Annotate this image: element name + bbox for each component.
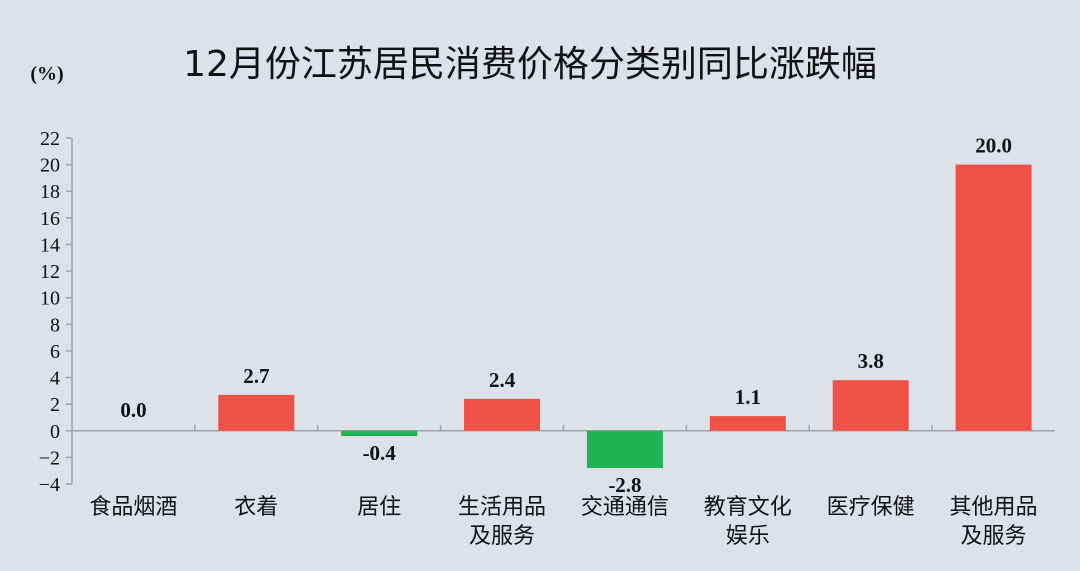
category-label: 交通通信: [581, 495, 669, 520]
bar: [341, 430, 418, 437]
category-label: 生活用品: [458, 495, 546, 520]
data-label: -2.8: [608, 473, 641, 497]
bar: [832, 380, 909, 431]
data-label: 0.0: [120, 398, 146, 422]
y-tick-label: 20: [40, 155, 60, 177]
y-tick-label: 6: [50, 341, 60, 363]
bar: [218, 394, 295, 431]
y-tick-label: 22: [40, 128, 60, 150]
data-label: 3.8: [858, 349, 884, 373]
bar: [464, 398, 541, 431]
bar: [709, 416, 786, 431]
category-label: 其他用品: [950, 495, 1038, 520]
data-label: 2.7: [243, 364, 269, 388]
category-label: 及服务: [469, 524, 535, 549]
y-tick-label: −2: [39, 447, 60, 469]
data-label: 2.4: [489, 368, 516, 392]
y-tick-label: 10: [40, 288, 60, 310]
y-tick-label: 2: [50, 394, 60, 416]
data-label: 20.0: [975, 134, 1012, 158]
bar: [955, 164, 1032, 431]
category-label: 食品烟酒: [89, 495, 177, 520]
y-tick-label: 16: [40, 208, 60, 230]
data-label: -0.4: [363, 441, 397, 465]
y-tick-label: 8: [50, 314, 60, 336]
category-label: 娱乐: [726, 524, 770, 549]
chart-title: 12月份江苏居民消费价格分类别同比涨跌幅: [183, 44, 877, 85]
y-tick-label: 4: [50, 368, 60, 390]
category-label: 教育文化: [704, 495, 792, 520]
data-labels: 0.0 2.7 -0.4 2.4 -2.8 1.1 3.8 20.0: [120, 134, 1012, 497]
category-label: 衣着: [234, 495, 278, 520]
y-axis-unit-label: (%): [30, 63, 63, 85]
category-label: 及服务: [961, 524, 1027, 549]
y-tick-label: 12: [40, 261, 60, 283]
bar: [586, 430, 663, 469]
y-tick-label: 18: [40, 181, 60, 203]
category-label: 医疗保健: [827, 495, 915, 520]
data-label: 1.1: [735, 385, 761, 409]
bars: [218, 164, 1032, 469]
y-tick-label: 0: [50, 421, 60, 443]
category-label: 居住: [357, 495, 401, 520]
y-tick-label: 14: [40, 234, 60, 256]
y-tick-label: −4: [39, 474, 60, 496]
